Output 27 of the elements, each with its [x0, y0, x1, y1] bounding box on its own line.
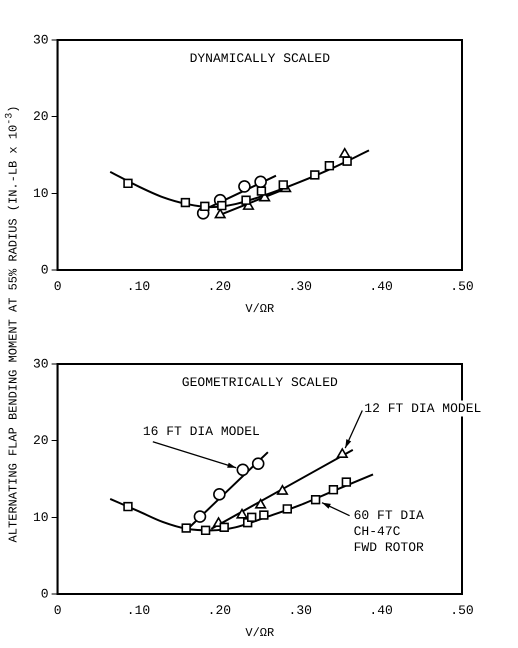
- x-tick-label: .10: [126, 279, 150, 294]
- text: DYNAMICALLY SCALED: [190, 50, 330, 66]
- x-tick-label: .20: [208, 603, 232, 618]
- text: GEOMETRICALLY SCALED: [182, 374, 338, 390]
- y-tick-label: 30: [32, 356, 49, 372]
- y-tick-label: 20: [32, 433, 49, 448]
- y-tick-label: 0: [40, 262, 49, 278]
- x-tick-label: 0: [54, 279, 62, 294]
- x-tick-label: 0: [54, 603, 62, 618]
- x-tick-label: .10: [126, 603, 150, 618]
- x-tick-label: .50: [450, 279, 474, 294]
- x-axis-title: V/ΩR: [245, 302, 274, 316]
- annotation: 16 FT DIA MODEL: [142, 424, 260, 440]
- y-tick-label: 20: [32, 109, 49, 124]
- y-tick-label: 0: [40, 586, 49, 602]
- y-tick-label: 10: [32, 186, 49, 201]
- x-tick-label: .30: [288, 279, 312, 294]
- x-tick-label: .50: [450, 603, 474, 618]
- x-tick-label: .20: [208, 279, 232, 294]
- x-axis-title: V/ΩR: [245, 626, 274, 640]
- x-tick-label: .40: [369, 279, 393, 294]
- annotation: 12 FT DIA MODEL: [364, 400, 482, 416]
- annotation: 60 FT DIA CH-47C FWD ROTOR: [354, 508, 424, 556]
- x-tick-label: .40: [369, 603, 393, 618]
- y-tick-label: 30: [32, 32, 49, 48]
- x-tick-label: .30: [288, 603, 312, 618]
- y-tick-label: 10: [32, 510, 49, 525]
